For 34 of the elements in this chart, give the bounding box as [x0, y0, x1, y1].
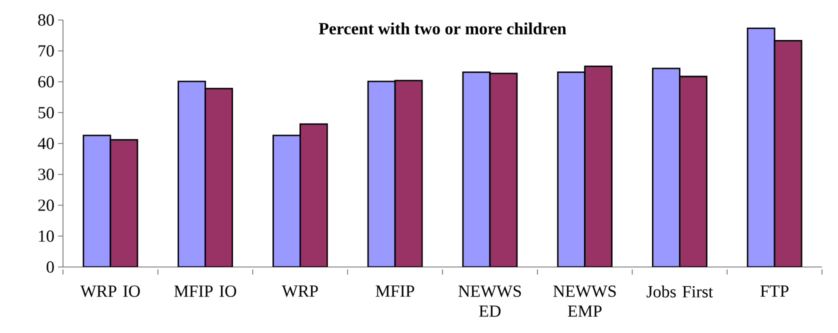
bar: [774, 40, 802, 267]
x-tick-label: NEWWS EMP: [553, 286, 616, 317]
x-tick-label: MFIP: [376, 286, 414, 297]
x-tick-label: NEWWS ED: [458, 286, 521, 317]
y-tick-label: 0: [46, 261, 54, 273]
bar: [394, 80, 423, 267]
bar: [367, 80, 396, 267]
bar: [557, 71, 586, 267]
bar: [82, 134, 112, 267]
chart-title: Percent with two or more children: [318, 22, 566, 34]
y-tick-label: 40: [38, 138, 54, 150]
y-tick-label: 50: [38, 106, 54, 118]
bar: [110, 139, 138, 267]
x-tick-label: WRP: [282, 286, 318, 297]
y-tick-label: 80: [38, 14, 54, 26]
bar: [299, 123, 328, 267]
bar: [652, 68, 680, 267]
y-tick-label: 20: [38, 200, 54, 211]
y-tick-label: 70: [38, 45, 54, 57]
x-tick-label: Jobs First: [646, 286, 713, 298]
bar: [272, 134, 301, 267]
bar: [462, 71, 491, 267]
x-tick-label: WRP IO: [80, 286, 140, 297]
bar: [178, 80, 206, 267]
y-tick-label: 30: [38, 168, 54, 180]
x-tick-label: FTP: [760, 286, 788, 297]
bar: [584, 66, 613, 267]
bar: [746, 28, 776, 267]
bar: [489, 72, 518, 267]
y-tick-label: 60: [38, 76, 54, 88]
y-tick-label: 10: [39, 230, 54, 242]
bar: [678, 76, 708, 267]
x-tick-label: MFIP IO: [174, 286, 236, 297]
bar: [204, 88, 234, 267]
